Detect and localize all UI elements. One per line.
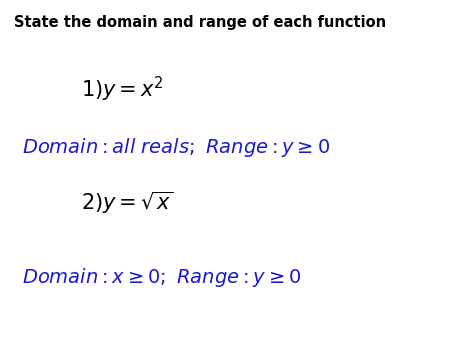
Text: $\mathit{Domain}: x \geq 0;\  \mathit{Range}: y \geq 0$: $\mathit{Domain}: x \geq 0;\ \mathit{Ran… — [22, 266, 302, 289]
Text: State the domain and range of each function: State the domain and range of each funct… — [14, 15, 386, 30]
Text: $\mathit{Domain}: \mathit{all\ reals};\  \mathit{Range}: y \geq 0$: $\mathit{Domain}: \mathit{all\ reals};\ … — [22, 136, 331, 159]
Text: $\mathit{1)}y = x^2$: $\mathit{1)}y = x^2$ — [81, 75, 164, 104]
Text: $\mathit{2)}y = \sqrt{x}$: $\mathit{2)}y = \sqrt{x}$ — [81, 190, 173, 216]
